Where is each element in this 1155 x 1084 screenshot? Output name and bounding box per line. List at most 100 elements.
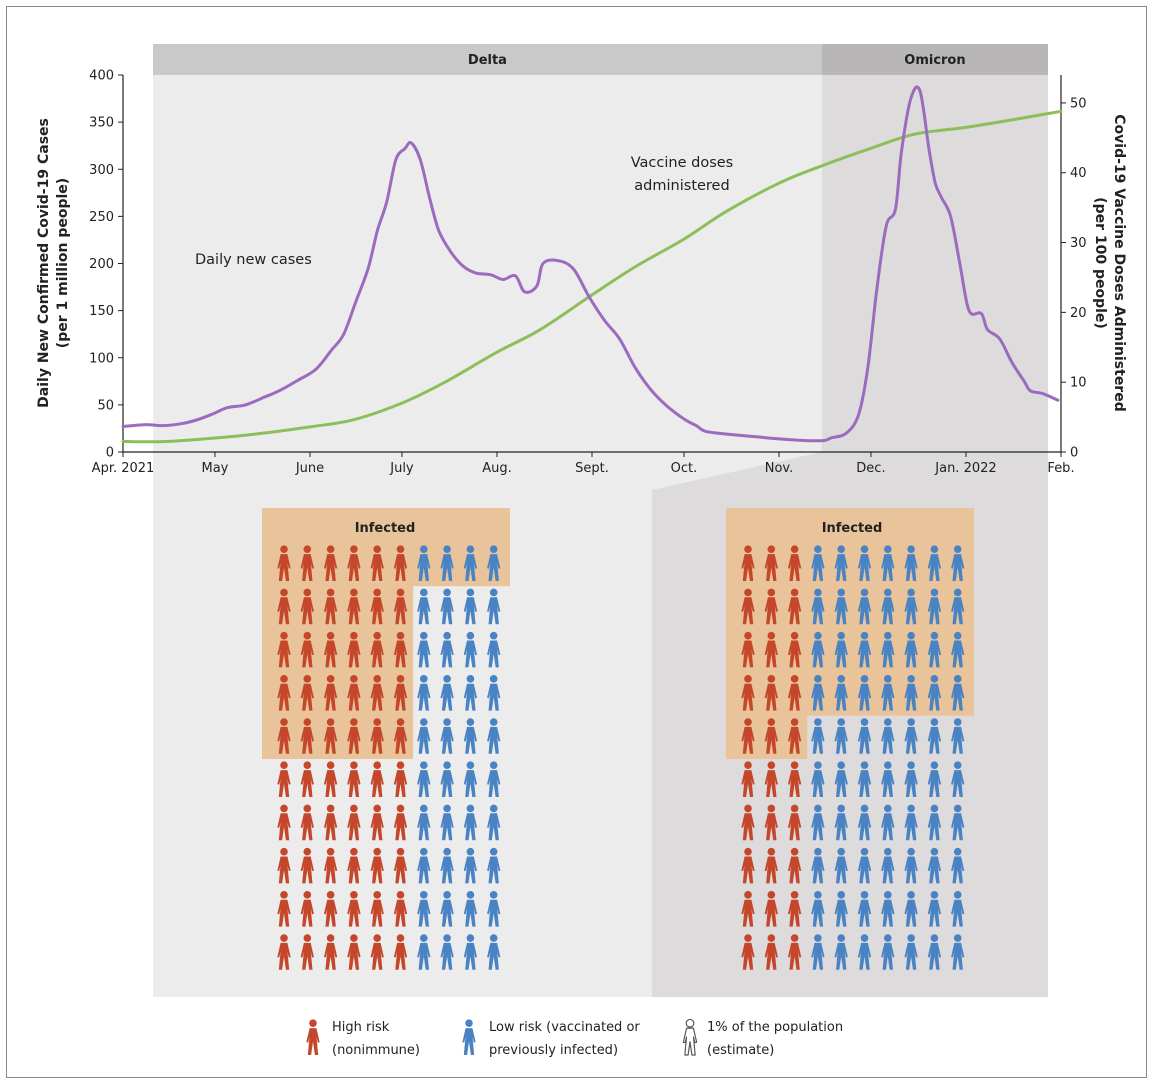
person-body	[741, 640, 755, 668]
person-head	[907, 804, 915, 813]
person-body	[323, 856, 338, 884]
person-body	[904, 726, 918, 754]
low-risk-person	[834, 804, 848, 841]
y-left-title-line2: (per 1 million people)	[55, 178, 71, 348]
person-body	[904, 770, 918, 797]
person-body	[927, 770, 942, 797]
low-risk-person	[881, 804, 895, 841]
person-body	[393, 770, 408, 797]
person-body	[881, 899, 895, 927]
person-head	[953, 631, 962, 640]
person-head	[309, 1019, 317, 1028]
high-risk-person	[370, 934, 384, 970]
person-body	[764, 683, 778, 711]
person-body	[764, 899, 778, 927]
person-head	[396, 545, 405, 554]
high-risk-person	[347, 588, 361, 625]
person-head	[466, 847, 475, 856]
x-tick-label: Dec.	[856, 461, 885, 476]
person-body	[417, 899, 431, 927]
person-head	[396, 631, 405, 640]
high-risk-person	[787, 804, 802, 841]
person-head	[814, 675, 822, 683]
person-head	[860, 804, 869, 813]
person-head	[744, 761, 752, 770]
high-risk-person	[787, 675, 802, 711]
person-head	[396, 847, 405, 856]
person-body	[370, 554, 384, 581]
high-risk-person	[787, 891, 802, 927]
person-head	[280, 761, 288, 770]
person-head	[790, 847, 799, 856]
low-risk-person	[417, 545, 431, 581]
person-body	[857, 770, 872, 797]
person-body	[881, 856, 895, 884]
low-risk-person	[927, 761, 942, 797]
person-body	[417, 597, 431, 625]
person-body	[927, 554, 942, 581]
high-risk-person	[300, 718, 314, 754]
person-head	[419, 891, 428, 899]
person-head	[350, 545, 358, 554]
person-body	[811, 554, 825, 581]
person-body	[277, 640, 291, 668]
person-head	[350, 588, 358, 597]
person-body	[417, 554, 431, 581]
high-risk-person	[393, 891, 408, 927]
high-risk-person	[323, 545, 338, 581]
low-risk-person	[487, 588, 501, 625]
person-head	[280, 631, 288, 640]
person-body	[393, 554, 408, 581]
person-body	[323, 942, 338, 970]
high-risk-person	[764, 718, 778, 754]
person-body	[951, 683, 965, 711]
low-risk-person	[487, 631, 501, 668]
high-risk-person	[347, 804, 361, 841]
era-bands: Delta Omicron	[153, 44, 1048, 75]
y-right-tick-label: 10	[1070, 376, 1087, 391]
person-head	[419, 675, 428, 683]
person-body	[370, 856, 384, 884]
high-risk-person	[741, 934, 755, 970]
person-head	[489, 588, 498, 597]
low-risk-person	[927, 891, 942, 927]
person-body	[323, 813, 338, 841]
person-body	[764, 856, 778, 884]
person-head	[837, 718, 846, 726]
low-risk-person	[834, 675, 848, 711]
person-body	[393, 597, 408, 625]
person-head	[489, 545, 498, 554]
infected-label-delta: Infected	[355, 521, 416, 536]
person-head	[419, 847, 428, 856]
person-head	[396, 804, 405, 813]
person-head	[466, 804, 475, 813]
person-head	[744, 588, 752, 597]
person-head	[790, 675, 799, 683]
person-head	[930, 934, 939, 942]
person-head	[790, 631, 799, 640]
person-body	[787, 899, 802, 927]
high-risk-person	[323, 718, 338, 754]
person-body	[857, 726, 872, 754]
low-risk-person	[811, 545, 825, 581]
person-head	[303, 631, 312, 640]
person-body	[277, 683, 291, 711]
y-right-tick-label: 30	[1070, 236, 1087, 251]
person-head	[350, 804, 358, 813]
person-body	[393, 856, 408, 884]
low-risk-person	[811, 675, 825, 711]
low-risk-person	[417, 804, 431, 841]
x-tick-label: Nov.	[765, 461, 794, 476]
person-head	[837, 545, 846, 554]
person-body	[463, 942, 478, 970]
person-body	[881, 683, 895, 711]
high-risk-person	[393, 718, 408, 754]
person-head	[280, 545, 288, 554]
person-head	[767, 718, 776, 726]
person-body	[881, 942, 895, 970]
person-head	[814, 804, 822, 813]
person-head	[767, 934, 776, 942]
person-body	[370, 726, 384, 754]
person-head	[466, 545, 475, 554]
